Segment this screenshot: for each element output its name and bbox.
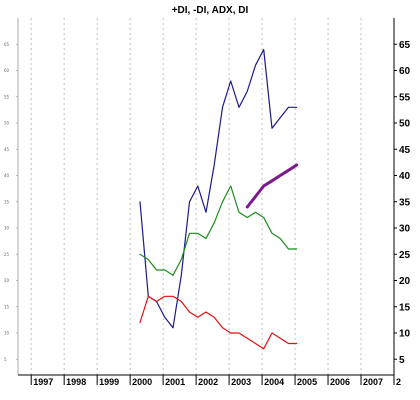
left-tick-label: 30 xyxy=(4,226,10,231)
right-tick-label: 25 xyxy=(399,250,411,261)
x-tick-label: 2000 xyxy=(132,377,152,387)
right-tick-label: 55 xyxy=(399,92,411,103)
series-line-1 xyxy=(139,48,298,329)
x-tick-label: 2005 xyxy=(297,377,317,387)
left-tick-label: 20 xyxy=(4,278,10,283)
left-tick-label: 45 xyxy=(4,147,10,152)
x-tick-label: 2006 xyxy=(330,377,350,387)
chart-title: +DI, -DI, ADX, DI xyxy=(172,5,249,16)
series-line-3 xyxy=(139,295,298,350)
left-tick-label: 25 xyxy=(4,252,10,257)
series-group xyxy=(139,48,299,350)
right-tick-label: 65 xyxy=(399,40,411,51)
right-tick-label: 60 xyxy=(399,66,411,77)
right-tick-label: 10 xyxy=(399,329,411,340)
left-tick-label: 5 xyxy=(4,357,7,362)
right-tick-label: 45 xyxy=(399,145,411,156)
right-tick-label: 20 xyxy=(399,276,411,287)
left-tick-label: 15 xyxy=(4,304,10,309)
x-tick-label: 1998 xyxy=(66,377,86,387)
x-tick-label: 2001 xyxy=(165,377,185,387)
tick-labels: 5 10 15 20 25 30 35 40 45 50 55 60 65 5 10 15 20 25 30 35 40… xyxy=(4,40,411,387)
right-tick-label: 40 xyxy=(399,171,411,182)
left-tick-label: 65 xyxy=(4,42,10,47)
axes xyxy=(16,18,397,385)
x-tick-label: 2003 xyxy=(231,377,251,387)
x-tick-label: 1999 xyxy=(99,377,119,387)
right-tick-label: 15 xyxy=(399,302,411,313)
left-tick-label: 60 xyxy=(4,68,10,73)
left-tick-label: 35 xyxy=(4,199,10,204)
right-tick-label: 30 xyxy=(399,224,411,235)
left-tick-label: 50 xyxy=(4,121,10,126)
series-line-2 xyxy=(139,185,298,276)
x-tick-label: 2 xyxy=(396,377,401,387)
right-tick-label: 50 xyxy=(399,119,411,130)
x-tick-label: 2007 xyxy=(363,377,383,387)
left-tick-label: 55 xyxy=(4,94,10,99)
x-tick-label: 1997 xyxy=(33,377,53,387)
series-line-4 xyxy=(245,163,299,209)
right-tick-label: 5 xyxy=(399,355,405,366)
left-tick-label: 10 xyxy=(4,331,10,336)
x-tick-label: 2004 xyxy=(264,377,284,387)
right-tick-label: 35 xyxy=(399,197,411,208)
x-tick-label: 2002 xyxy=(198,377,218,387)
left-tick-label: 40 xyxy=(4,173,10,178)
